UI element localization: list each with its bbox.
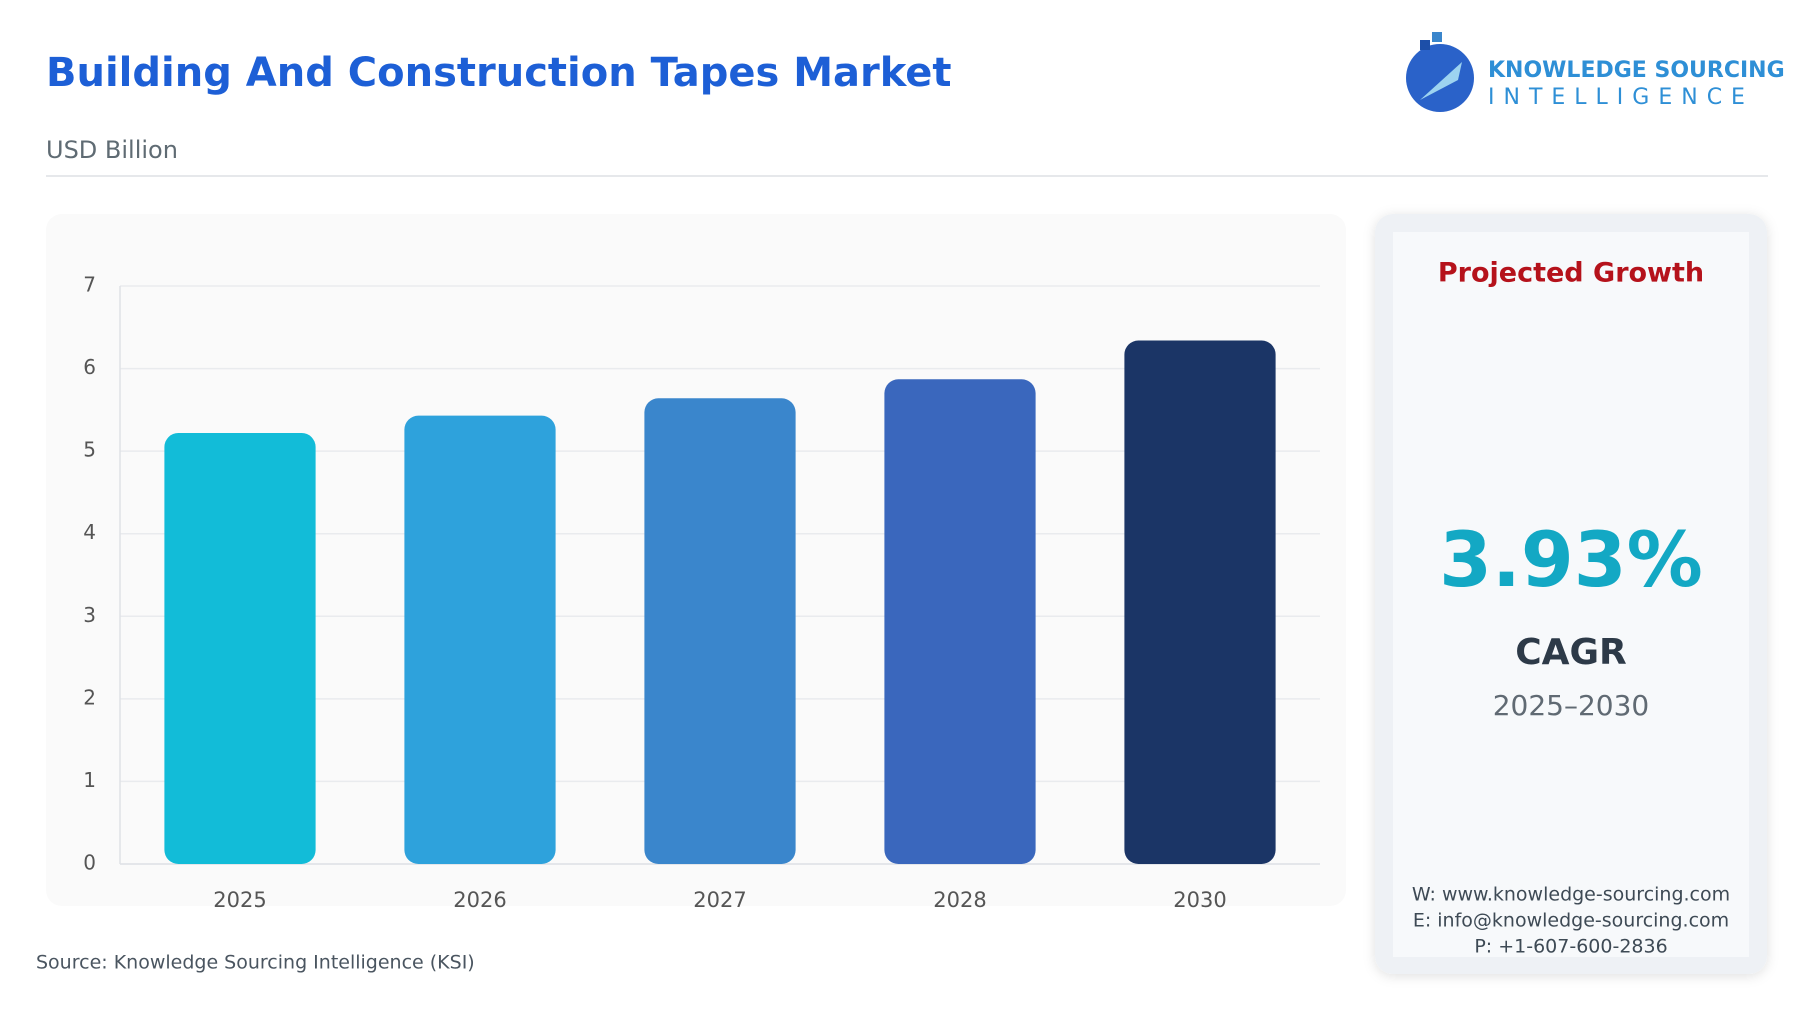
y-tick-label: 6 (83, 355, 96, 379)
x-tick-label: 2030 (1173, 888, 1226, 912)
x-tick-label: 2026 (453, 888, 506, 912)
plot: 0 1 2 3 4 5 6 7 2025 2026 2027 2028 2030 (83, 273, 1320, 912)
contact: W: www.knowledge-sourcing.com (1412, 884, 1730, 906)
contact: E: info@knowledge-sourcing.com (1413, 910, 1729, 932)
cagr-value: 3.93% (1439, 515, 1703, 604)
chart-title: Building And Construction Tapes Market (46, 50, 952, 96)
logo-text: INTELLIGENCE (1488, 85, 1754, 110)
x-tick-label: 2027 (693, 888, 746, 912)
y-tick-label: 3 (83, 603, 96, 627)
logo-icon (1432, 32, 1442, 42)
chart-subtitle: USD Billion (46, 136, 178, 164)
bar (1124, 340, 1276, 864)
growth-panel-inner (1393, 232, 1749, 957)
y-tick-label: 0 (83, 851, 96, 875)
contact: P: +1-607-600-2836 (1474, 936, 1667, 958)
bar (164, 432, 316, 864)
y-tick-label: 4 (83, 520, 96, 544)
logo-text: KNOWLEDGE SOURCING (1488, 58, 1785, 83)
panel-heading: Projected Growth (1438, 258, 1704, 289)
source: Source: Knowledge Sourcing Intelligence … (36, 952, 475, 974)
bar (884, 379, 1036, 864)
logo: KNOWLEDGE SOURCING INTELLIGENCE (1406, 32, 1785, 112)
y-tick-label: 2 (83, 685, 96, 709)
y-tick-label: 1 (83, 768, 96, 792)
logo-icon (1406, 44, 1474, 112)
cagr-label: CAGR (1515, 632, 1627, 673)
bar (644, 398, 796, 864)
y-tick-label: 7 (83, 273, 96, 297)
logo-icon (1420, 62, 1462, 100)
x-tick-label: 2028 (933, 888, 986, 912)
y-tick-label: 5 (83, 438, 96, 462)
bar (404, 415, 556, 864)
x-tick-label: 2025 (213, 888, 266, 912)
logo-icon (1420, 40, 1430, 50)
cagr-period: 2025–2030 (1493, 689, 1650, 722)
